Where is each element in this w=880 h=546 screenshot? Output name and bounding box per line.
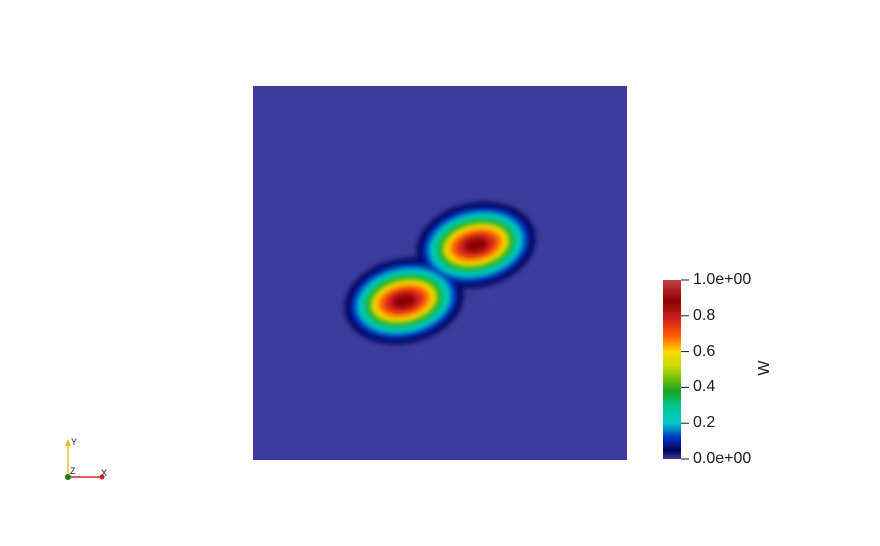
axis-arrow-y xyxy=(65,439,71,446)
peak-upper-right-band-10 xyxy=(464,237,488,253)
axis-label-x: X xyxy=(101,468,108,478)
colorbar-tick-label-2: 0.6 xyxy=(693,342,716,360)
colorbar-tick-label-4: 0.2 xyxy=(693,414,716,432)
colorbar-tick-label-3: 0.4 xyxy=(693,378,716,396)
axis-label-z: Z xyxy=(70,466,76,476)
peak-lower-left-band-10 xyxy=(392,293,416,309)
axis-arrow-x xyxy=(99,474,105,480)
colorbar-title: W xyxy=(756,360,773,376)
colorbar xyxy=(663,280,681,459)
colorbar-tick-label-0: 1.0e+00 xyxy=(693,271,752,288)
colorbar-tick-label-5: 0.0e+00 xyxy=(693,450,752,467)
orientation-axes xyxy=(65,439,105,480)
axis-label-y: Y xyxy=(71,437,78,447)
field-contours xyxy=(338,196,542,350)
colorbar-tick-label-1: 0.8 xyxy=(693,306,716,324)
colorbar-ticks xyxy=(681,279,689,460)
axis-origin-z xyxy=(65,474,71,480)
